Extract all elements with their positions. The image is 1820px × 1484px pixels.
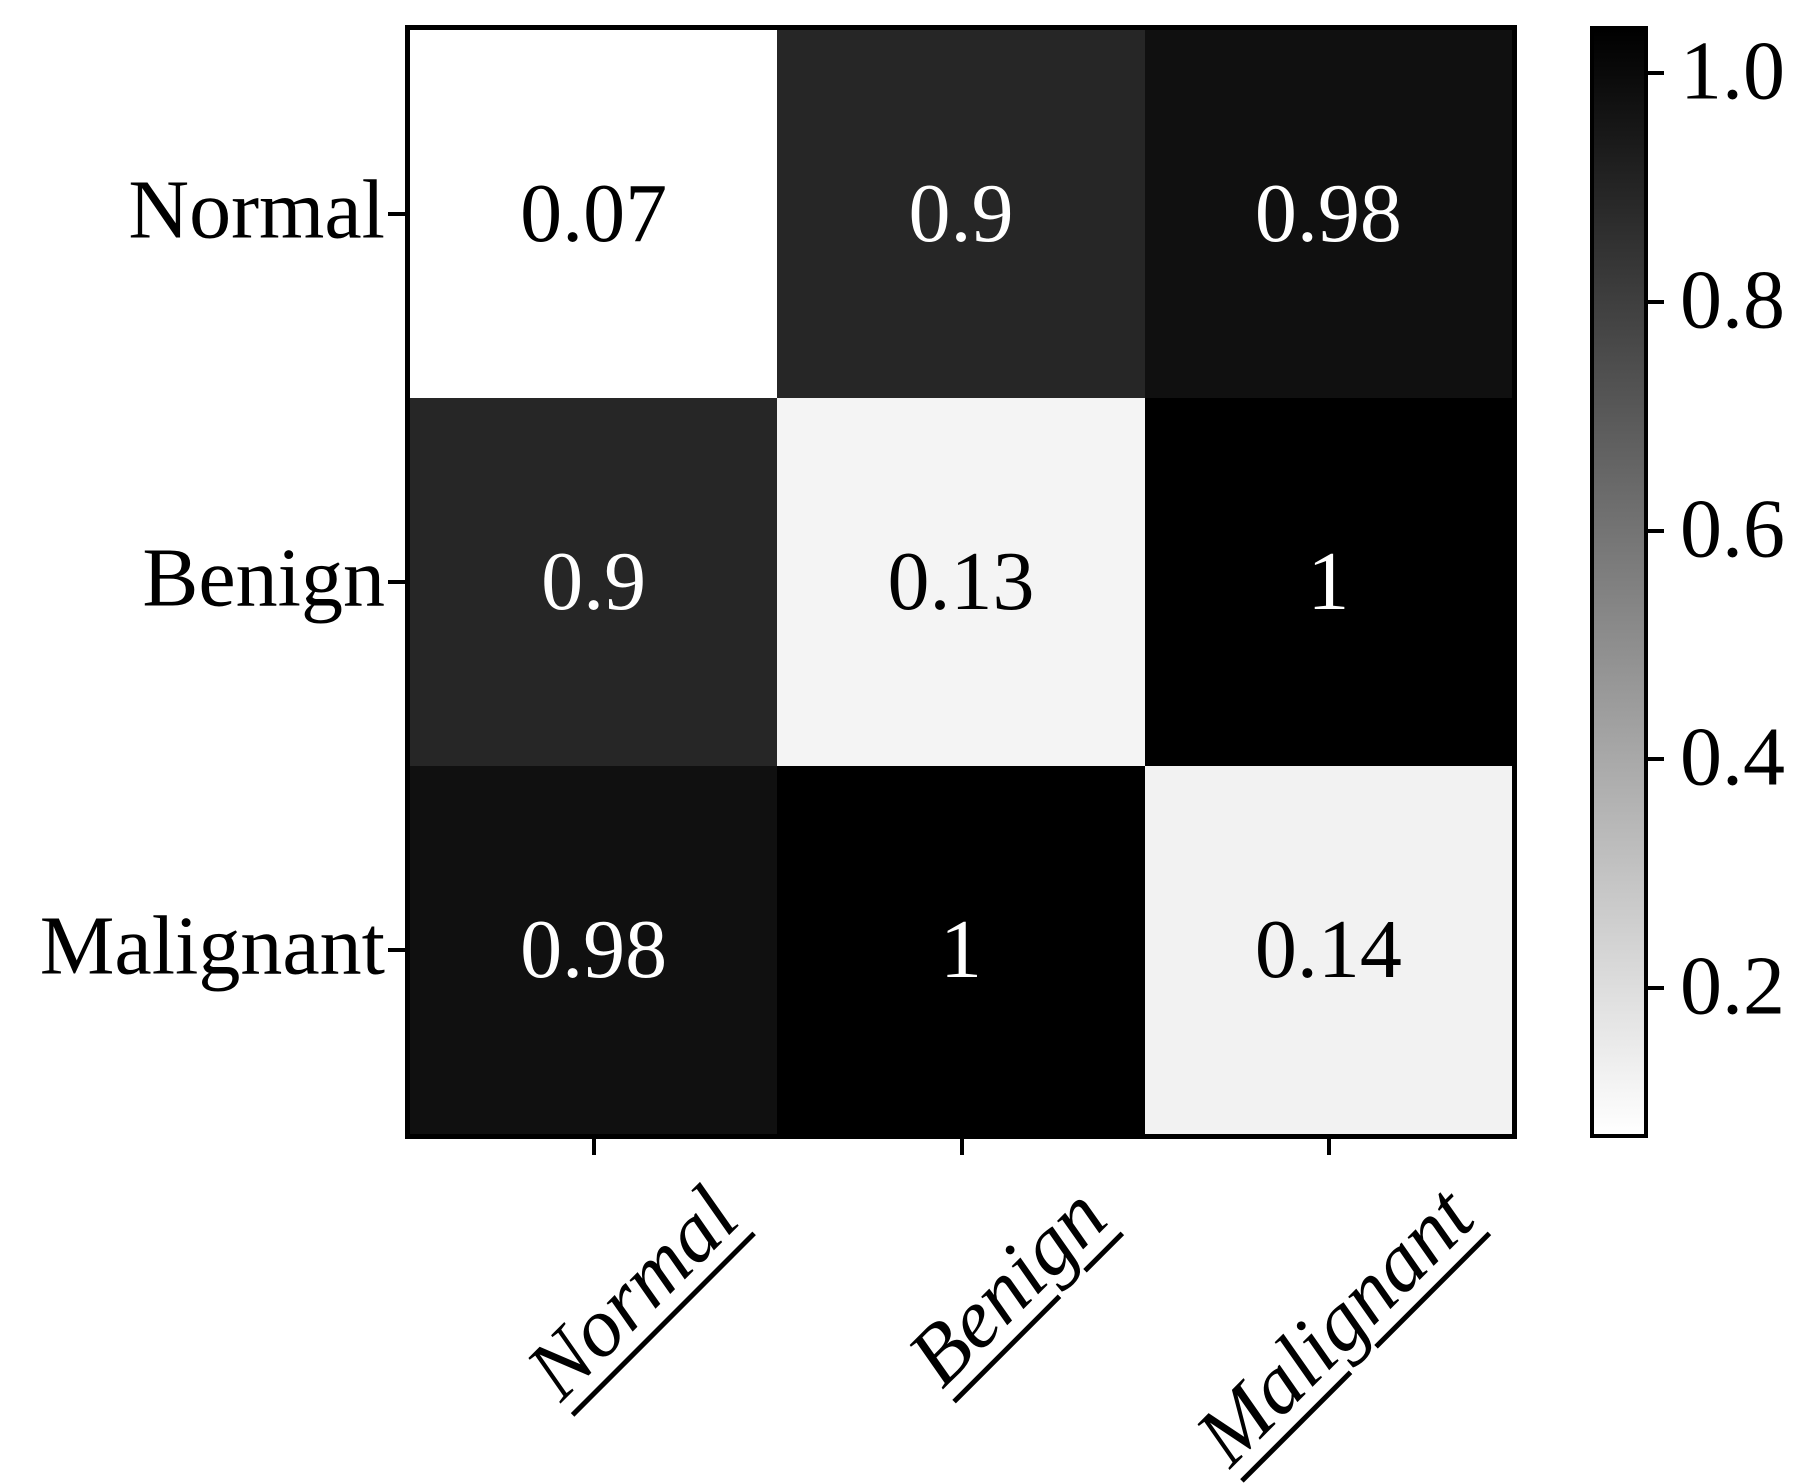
heatmap-cell-normal-normal: 0.07 (410, 30, 778, 398)
colorbar-tick-0.4: 0.4 (1680, 710, 1785, 804)
cell-value: 1 (939, 903, 982, 996)
heatmap-cell-benign-benign: 0.13 (777, 398, 1145, 766)
cell-value: 0.9 (541, 535, 647, 628)
cell-value: 0.98 (520, 903, 668, 996)
heatmap-cell-benign-malignant: 1 (1144, 398, 1512, 766)
y-axis-tick-malignant (388, 948, 406, 952)
heatmap-cell-normal-benign: 0.9 (777, 30, 1145, 398)
y-axis-label-normal: Normal (128, 163, 385, 257)
heatmap-cell-benign-normal: 0.9 (410, 398, 778, 766)
heatmap-cell-normal-malignant: 0.98 (1144, 30, 1512, 398)
colorbar-tickmark-0.2 (1648, 986, 1664, 990)
y-axis-label-malignant: Malignant (39, 899, 385, 993)
heatmap-cell-malignant-normal: 0.98 (410, 766, 778, 1134)
y-axis-label-benign: Benign (142, 531, 385, 625)
x-axis-label-benign: Benign (890, 1169, 1125, 1404)
y-axis-tick-normal (388, 212, 406, 216)
colorbar-tickmark-0.8 (1648, 300, 1664, 304)
heatmap-cell-malignant-malignant: 0.14 (1144, 766, 1512, 1134)
colorbar-tick-1.0: 1.0 (1680, 24, 1785, 118)
x-axis-label-normal: Normal (508, 1169, 757, 1417)
colorbar-tick-0.6: 0.6 (1680, 482, 1785, 576)
y-axis-tick-benign (388, 580, 406, 584)
cell-value: 0.9 (908, 167, 1014, 260)
cell-value: 0.14 (1254, 903, 1402, 996)
colorbar-tickmark-0.6 (1648, 529, 1664, 533)
colorbar-tick-0.8: 0.8 (1680, 253, 1785, 347)
x-axis-tick-normal (592, 1139, 596, 1155)
cell-value: 0.98 (1254, 167, 1402, 260)
colorbar-tickmark-0.4 (1648, 757, 1664, 761)
heatmap-cell-malignant-benign: 1 (777, 766, 1145, 1134)
colorbar-tickmark-1.0 (1648, 71, 1664, 75)
x-axis-tick-benign (960, 1139, 964, 1155)
cell-value: 1 (1307, 535, 1350, 628)
colorbar-tick-0.2: 0.2 (1680, 939, 1785, 1033)
heatmap-grid: 0.07 0.9 0.98 0.9 0.13 1 0.98 1 0.14 (405, 25, 1517, 1139)
x-axis-tick-malignant (1327, 1139, 1331, 1155)
colorbar (1590, 26, 1648, 1138)
cell-value: 0.07 (520, 167, 668, 260)
cell-value: 0.13 (887, 535, 1035, 628)
x-axis-label-malignant: Malignant (1177, 1169, 1492, 1483)
colorbar-gradient (1594, 30, 1644, 1134)
